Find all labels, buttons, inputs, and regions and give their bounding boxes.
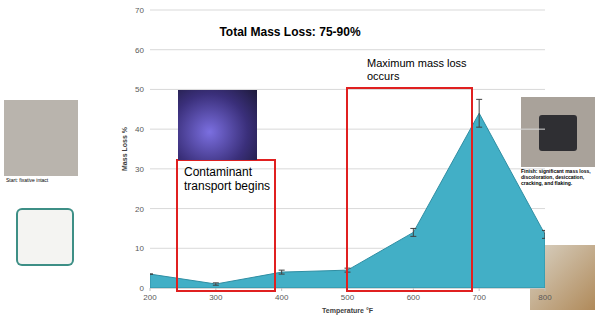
y-tick-label: 30 — [135, 165, 144, 174]
x-tick-label: 300 — [209, 293, 223, 302]
chart: 0 10 20 30 40 50 60 70 200 300 400 500 600 700 800 Tota… — [0, 0, 595, 328]
error-bar — [476, 99, 482, 127]
highlight-box — [177, 160, 275, 291]
error-bar — [150, 274, 153, 275]
annotation: Finish: significant mass loss, discolora… — [521, 169, 595, 186]
error-bar — [410, 228, 416, 236]
start-photo — [4, 100, 78, 176]
y-tick-label: 50 — [135, 85, 144, 94]
x-tick-label: 400 — [275, 293, 289, 302]
annotation: Start: fixative intact — [6, 178, 82, 184]
finish-photo — [521, 97, 595, 167]
grid-line — [150, 10, 545, 11]
title: Total Mass Loss: 75-90% — [219, 25, 360, 39]
error-bar — [213, 283, 219, 285]
y-tick-label: 20 — [135, 205, 144, 214]
error-bar — [279, 270, 285, 274]
y-tick-label: 60 — [135, 46, 144, 55]
y-tick-label: 70 — [135, 6, 144, 15]
x-tick-label: 500 — [341, 293, 355, 302]
grid-line — [150, 49, 545, 50]
x-tick-label: 800 — [538, 293, 552, 302]
annotation: Maximum mass loss occurs — [367, 57, 477, 82]
page: 0 10 20 30 40 50 60 70 200 300 400 500 600 700 800 Tota… — [0, 0, 595, 328]
y-axis-label: Mass Loss % — [121, 126, 128, 171]
y-tick-label: 0 — [140, 284, 145, 293]
residue-sample — [539, 115, 577, 151]
error-bar — [542, 230, 545, 238]
y-tick-label: 40 — [135, 125, 144, 134]
annotation: Contaminant transport begins — [184, 166, 274, 194]
x-tick-label: 700 — [472, 293, 486, 302]
x-axis-label: Temperature °F — [322, 307, 374, 315]
fixative-sample — [18, 210, 72, 264]
x-tick-label: 200 — [143, 293, 157, 302]
highlight-box — [347, 88, 472, 291]
x-tick-label: 600 — [407, 293, 421, 302]
y-tick-label: 10 — [135, 244, 144, 253]
uv-inset-photo — [178, 90, 257, 160]
